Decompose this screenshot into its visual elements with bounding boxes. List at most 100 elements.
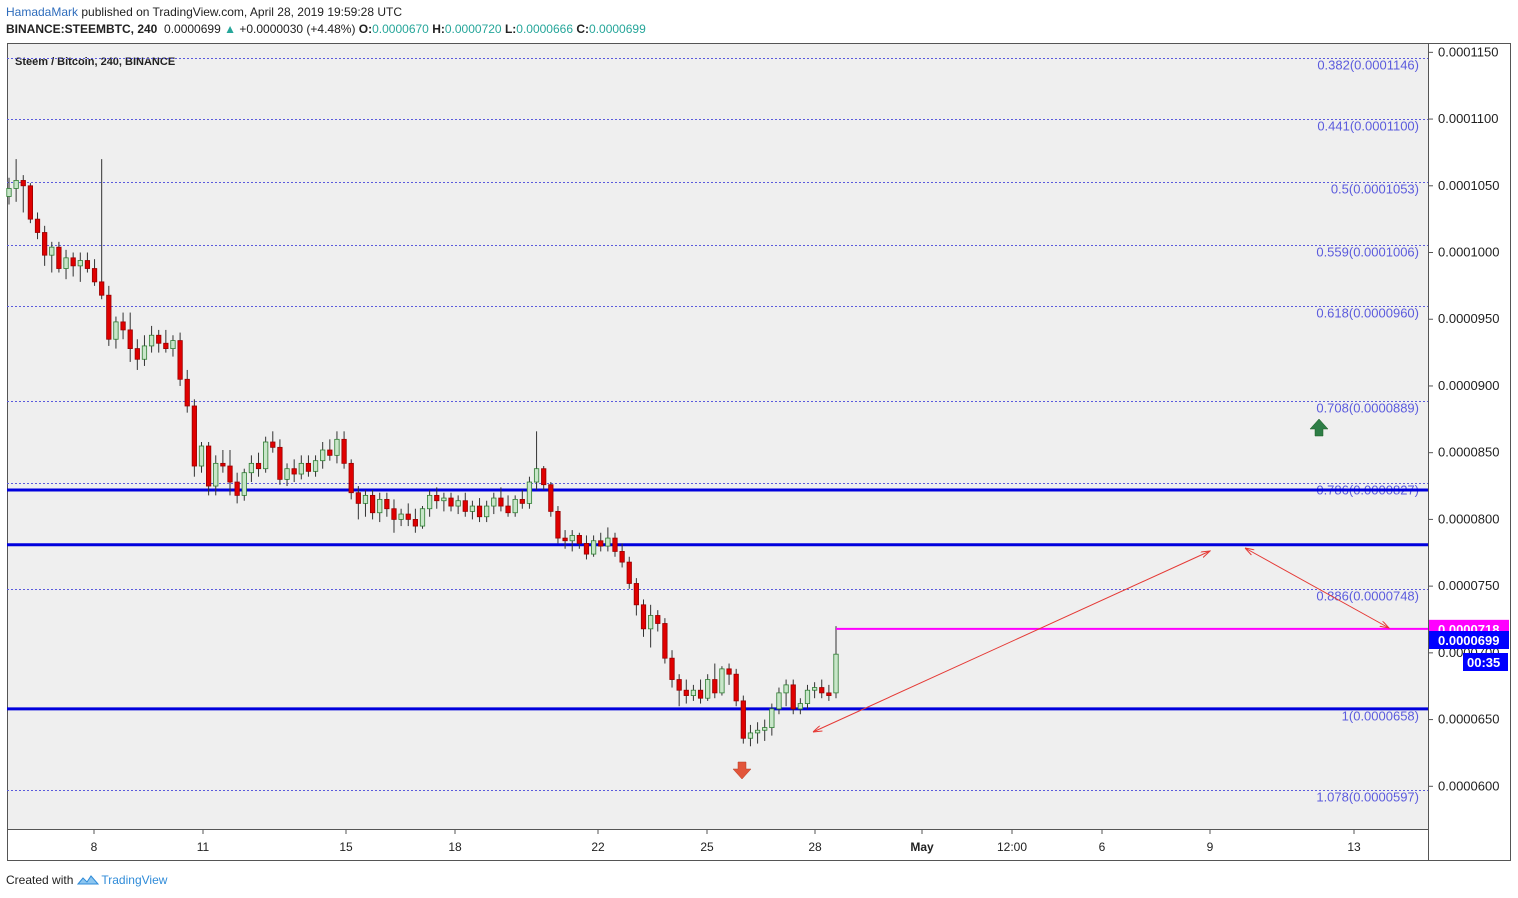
time-tick-label: 25 [700, 840, 714, 854]
candle-body-up [441, 497, 447, 502]
projection-arrow-down [1245, 548, 1389, 628]
candle-body-up [170, 340, 176, 349]
candle-body-down [369, 494, 376, 514]
candle-body-down [227, 465, 233, 483]
candle [590, 535, 597, 557]
candle-body-down [655, 615, 661, 624]
candle-body-down [177, 340, 183, 380]
candle-body-up [648, 615, 654, 630]
candle [526, 476, 533, 509]
candle-body-down [70, 257, 76, 267]
candle [712, 663, 718, 699]
candle [683, 679, 689, 704]
time-tick-label: 15 [339, 840, 353, 854]
time-tick-label: 28 [808, 840, 822, 854]
price-tick-label: 0.0000900 [1438, 378, 1499, 393]
footer: Created with TradingView [6, 873, 167, 887]
candle [612, 532, 618, 557]
candle [255, 452, 262, 477]
candle-body-up [484, 505, 490, 518]
candle [469, 500, 476, 520]
candle-body-up [833, 653, 839, 694]
candle [77, 252, 83, 282]
candle-body-down [305, 462, 312, 472]
candle-body-down [541, 468, 547, 486]
close-value: 0.0000699 [589, 22, 646, 36]
candle [263, 436, 269, 473]
candle-body-down [826, 692, 832, 696]
candle [441, 492, 447, 512]
candle [626, 556, 632, 589]
symbol-label: BINANCE:STEEMBTC, 240 [6, 22, 158, 36]
candle [690, 684, 697, 701]
candle [405, 503, 411, 527]
price-axis-area [1428, 43, 1511, 861]
candle [498, 487, 504, 512]
candle-body-down [733, 673, 739, 702]
candle [305, 455, 312, 477]
plot-area [7, 43, 1428, 829]
candle [70, 252, 76, 277]
fib-level-label: 0.382(0.0001146) [1317, 58, 1419, 73]
candle-body-down [91, 268, 98, 283]
candle-body-up [797, 703, 803, 710]
candle-body-down [448, 497, 454, 507]
candle-body-down [156, 334, 162, 344]
author-link[interactable]: HamadaMark [6, 5, 79, 19]
candle [348, 459, 354, 500]
candle [206, 442, 212, 496]
candle-body-up [762, 727, 768, 731]
candle [99, 159, 105, 300]
candle-body-down [819, 687, 825, 694]
candle [227, 450, 233, 496]
candle [783, 679, 789, 707]
price-tick-label: 0.0000950 [1438, 311, 1499, 326]
price-tick-label: 0.0000850 [1438, 445, 1499, 460]
candle-body-down [562, 537, 568, 542]
candle [541, 466, 547, 491]
tradingview-brand-link[interactable]: TradingView [101, 873, 168, 887]
candle [377, 492, 383, 523]
candle-body-down [56, 246, 62, 269]
candle [733, 668, 739, 707]
candle [769, 703, 775, 736]
candle-body-up [705, 679, 711, 699]
candle-body-down [683, 689, 689, 696]
up-arrow-icon [1309, 418, 1329, 437]
publish-info: HamadaMark published on TradingView.com,… [6, 5, 402, 19]
candle [448, 492, 454, 512]
candle-body-down [34, 218, 41, 233]
candle-body-up [512, 498, 518, 514]
candle [234, 472, 240, 504]
price-tick-label: 0.0000600 [1438, 778, 1499, 793]
candle-body-down [184, 378, 190, 407]
candle [170, 335, 176, 357]
candle-body-down [255, 462, 262, 470]
candle [127, 312, 133, 362]
candle [341, 431, 347, 469]
time-tick-label: 13 [1347, 840, 1361, 854]
price-tick-label: 0.0001100 [1438, 111, 1499, 126]
fib-level-label: 0.618(0.0000960) [1316, 306, 1419, 321]
candle-body-up [719, 668, 725, 694]
fib-level-label: 1(0.0000658) [1342, 709, 1419, 724]
open-value: 0.0000670 [372, 22, 429, 36]
time-tick-label: May [910, 840, 934, 854]
candle [384, 492, 390, 517]
candle [705, 674, 711, 701]
time-tick-label: 18 [448, 840, 462, 854]
candle-body-down [348, 462, 354, 494]
candle [598, 532, 604, 552]
time-axis-area [7, 829, 1428, 861]
candle [640, 599, 647, 637]
candle [191, 399, 197, 477]
open-label: O: [358, 22, 373, 36]
time-tick-label: 11 [197, 840, 210, 854]
candle [605, 527, 611, 552]
publish-text: published on TradingView.com, April 28, … [81, 5, 403, 19]
price-tick-label: 0.0000800 [1438, 511, 1499, 526]
candle [548, 482, 554, 517]
candle-body-down [548, 484, 554, 512]
candle-body-up [754, 729, 761, 734]
